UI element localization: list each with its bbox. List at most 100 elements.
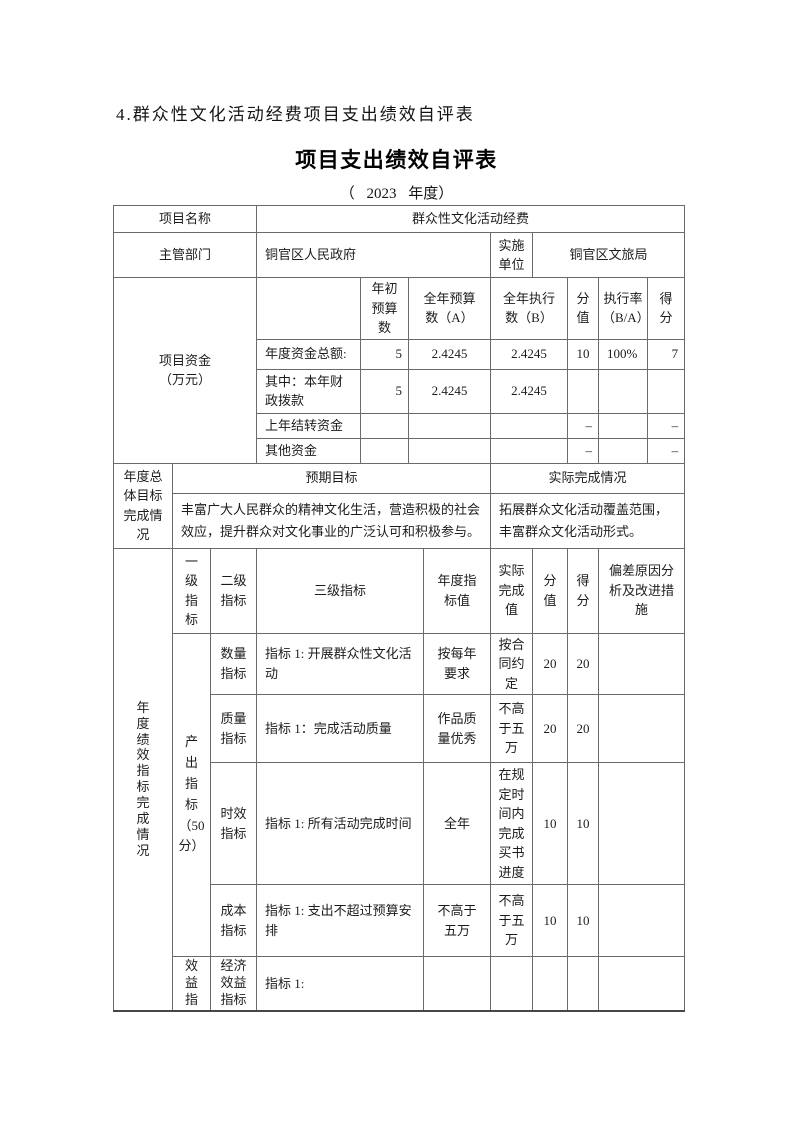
funds-header-annual-execution-cell: 全年执行 数（B） — [490, 277, 568, 340]
indicator-row-cost: 成本 指标 指标 1: 支出不超过预算安 排 不高于 五万 不高 于五 万 10… — [114, 884, 686, 957]
project-name-label-cell: 项目名称 — [113, 205, 257, 233]
actual-completion-text-cell: 拓展群众文化活动覆盖范围，丰富群众文化活动形式。 — [489, 492, 686, 549]
benefit-level2-cell: 经济 效益 指标 — [210, 955, 257, 1012]
quality-annual-cell: 作品质 量优秀 — [423, 694, 491, 763]
quantity-annual-cell: 按每年 要求 — [423, 632, 491, 695]
fund-row-fiscal: 其中：本年财 政拨款 5 2.4245 2.4245 — [114, 368, 686, 414]
fund-total-weight-cell: 10 — [567, 338, 599, 370]
dept-value-cell: 铜官区人民政府 — [256, 232, 491, 278]
fund-fiscal-rate-cell — [598, 368, 648, 414]
cost-weight-cell: 10 — [532, 884, 568, 957]
benefit-annual-cell — [423, 955, 491, 1012]
funds-header-annual-budget-cell: 全年预算 数（A） — [408, 277, 491, 340]
quality-actual-cell: 不高 于五 万 — [490, 694, 533, 763]
indicator-header-weight-cell: 分 值 — [532, 547, 568, 634]
fund-carryover-label-cell: 上年结转资金 — [256, 412, 361, 439]
fund-other-weight-cell: – — [567, 437, 599, 464]
quantity-level2-cell: 数量 指标 — [210, 632, 257, 695]
output-group-cell: 产 出 指 标 （50 分） — [172, 632, 211, 957]
fund-fiscal-initial-cell: 5 — [360, 368, 409, 414]
quality-deviation-cell — [597, 694, 686, 763]
annual-goal-text-row: 丰富广大人民群众的精神文化生活，营造积极的社会效应，提升群众对文化事业的广泛认可… — [114, 492, 686, 549]
benefit-score-cell — [567, 955, 599, 1012]
indicator-header-level2-cell: 二级 指标 — [210, 547, 257, 634]
expected-goal-text-cell: 丰富广大人民群众的精神文化生活，营造积极的社会效应，提升群众对文化事业的广泛认可… — [172, 492, 491, 549]
quantity-weight-cell: 20 — [532, 632, 568, 695]
quantity-deviation-cell — [597, 632, 686, 695]
fund-carryover-execution-cell — [490, 412, 568, 439]
cost-deviation-cell — [597, 884, 686, 957]
quantity-level3-cell: 指标 1: 开展群众性文化活 动 — [256, 632, 424, 695]
indicator-header-actual-value-cell: 实际 完成 值 — [490, 547, 533, 634]
fund-carryover-score-cell: – — [646, 412, 686, 439]
cost-annual-cell: 不高于 五万 — [423, 884, 491, 957]
fund-row-other: 其他资金 – – — [114, 437, 686, 464]
annual-goal-header-row: 年度总 体目标 完成情 况 预期目标 实际完成情况 — [113, 462, 686, 549]
indicator-header-row: 年 度 绩 效 指 标 完 成 情 况 一 级 指 标 二级 指标 三级指标 年… — [113, 547, 686, 1012]
section-heading: 4.群众性文化活动经费项目支出绩效自评表 — [116, 105, 475, 124]
fund-total-score-cell: 7 — [646, 338, 686, 370]
self-eval-table: 项目名称 群众性文化活动经费 主管部门 铜官区人民政府 实施 单位 铜官区文旅局… — [113, 205, 686, 1012]
fund-carryover-initial-cell — [360, 412, 409, 439]
fund-fiscal-label-cell: 其中：本年财 政拨款 — [256, 368, 361, 414]
indicator-row-economic-benefit: 效 益 指 经济 效益 指标 指标 1: — [114, 955, 686, 1012]
indicator-header-level1-cell: 一 级 指 标 — [172, 547, 211, 634]
indicator-header-deviation-cell: 偏差原因分 析及改进措 施 — [597, 547, 686, 634]
cost-score-cell: 10 — [567, 884, 599, 957]
timeliness-level2-cell: 时效 指标 — [210, 762, 257, 885]
quantity-score-cell: 20 — [567, 632, 599, 695]
cost-level3-cell: 指标 1: 支出不超过预算安 排 — [256, 884, 424, 957]
benefit-deviation-cell — [597, 955, 686, 1012]
fund-other-initial-cell — [360, 437, 409, 464]
fund-fiscal-score-cell — [646, 368, 686, 414]
department-row: 主管部门 铜官区人民政府 实施 单位 铜官区文旅局 — [113, 232, 686, 278]
annual-goal-section-label-cell: 年度总 体目标 完成情 况 — [113, 462, 173, 549]
fund-fiscal-execution-cell: 2.4245 — [490, 368, 568, 414]
timeliness-score-cell: 10 — [567, 762, 599, 885]
fund-row-total: 年度资金总额: 5 2.4245 2.4245 10 100% 7 — [114, 338, 686, 370]
fund-carryover-weight-cell: – — [567, 412, 599, 439]
impl-unit-label-cell: 实施 单位 — [490, 232, 533, 278]
fund-total-rate-cell: 100% — [598, 338, 648, 370]
indicator-row-timeliness: 时效 指标 指标 1: 所有活动完成时间 全年 在规 定时 间内 完成 买书 进… — [114, 762, 686, 885]
timeliness-level3-cell: 指标 1: 所有活动完成时间 — [256, 762, 424, 885]
funds-header-blank-cell — [256, 277, 361, 340]
indicator-header-annual-value-cell: 年度指 标值 — [423, 547, 491, 634]
timeliness-annual-cell: 全年 — [423, 762, 491, 885]
quality-level3-cell: 指标 1：完成活动质量 — [256, 694, 424, 763]
fund-total-label-cell: 年度资金总额: — [256, 338, 361, 370]
benefit-level3-cell: 指标 1: — [256, 955, 424, 1012]
benefit-weight-cell — [532, 955, 568, 1012]
cost-actual-cell: 不高 于五 万 — [490, 884, 533, 957]
fund-total-initial-cell: 5 — [360, 338, 409, 370]
funds-header-row: 项目资金 （万元） 年初 预算 数 全年预算 数（A） 全年执行 数（B） 分 … — [113, 277, 686, 464]
fund-carryover-rate-cell — [598, 412, 648, 439]
indicator-header-score-cell: 得 分 — [567, 547, 599, 634]
quantity-actual-cell: 按合 同约 定 — [490, 632, 533, 695]
indicator-section-label-cell: 年 度 绩 效 指 标 完 成 情 况 — [113, 547, 173, 1012]
page-title: 项目支出绩效自评表 — [295, 149, 498, 172]
project-name-value-cell: 群众性文化活动经费 — [255, 205, 686, 233]
fund-total-execution-cell: 2.4245 — [490, 338, 568, 370]
fund-other-rate-cell — [598, 437, 648, 464]
expected-goal-header-cell: 预期目标 — [172, 462, 491, 494]
funds-header-initial-budget-cell: 年初 预算 数 — [360, 277, 409, 340]
fund-other-score-cell: – — [646, 437, 686, 464]
indicator-header-level3-cell: 三级指标 — [256, 547, 424, 634]
timeliness-weight-cell: 10 — [532, 762, 568, 885]
indicator-row-quality: 质量 指标 指标 1：完成活动质量 作品质 量优秀 不高 于五 万 20 20 — [114, 694, 686, 763]
project-name-row: 项目名称 群众性文化活动经费 — [113, 205, 686, 233]
timeliness-deviation-cell — [597, 762, 686, 885]
quality-level2-cell: 质量 指标 — [210, 694, 257, 763]
indicator-row-quantity: 产 出 指 标 （50 分） 数量 指标 指标 1: 开展群众性文化活 动 按每… — [114, 632, 686, 957]
year-subtitle: （ 2023 年度） — [339, 186, 454, 202]
funds-section-label-cell: 项目资金 （万元） — [113, 277, 257, 464]
quality-score-cell: 20 — [567, 694, 599, 763]
fund-carryover-budget-cell — [408, 412, 491, 439]
funds-header-weight-cell: 分 值 — [567, 277, 599, 340]
fund-other-label-cell: 其他资金 — [256, 437, 361, 464]
timeliness-actual-cell: 在规 定时 间内 完成 买书 进度 — [490, 762, 533, 885]
fund-total-budget-cell: 2.4245 — [408, 338, 491, 370]
dept-label-cell: 主管部门 — [113, 232, 257, 278]
